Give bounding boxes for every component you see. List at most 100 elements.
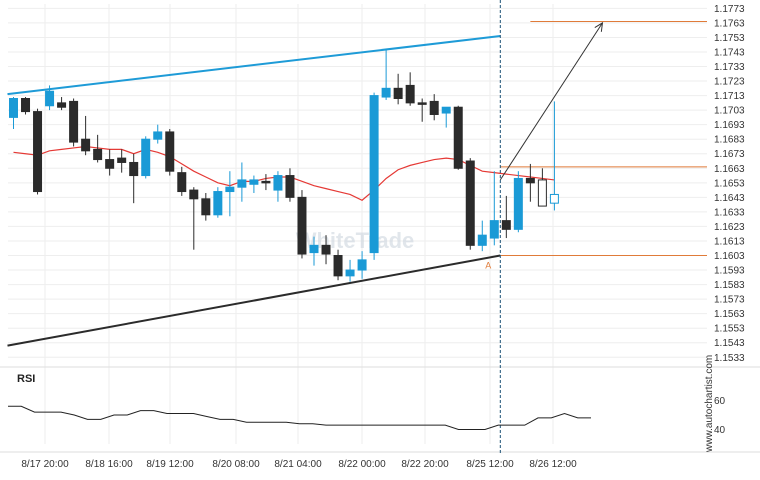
x-tick-label: 8/26 12:00 <box>529 459 577 470</box>
candle <box>201 192 211 221</box>
candle-body <box>225 186 235 193</box>
y-tick-label: 1.1573 <box>714 295 745 306</box>
y-tick-label: 1.1553 <box>714 324 745 335</box>
candle-body <box>261 180 271 184</box>
y-tick-label: 1.1723 <box>714 77 745 88</box>
y-tick-label: 1.1693 <box>714 120 745 131</box>
candle <box>345 259 355 282</box>
candle <box>513 171 523 233</box>
y-tick-label: 1.1703 <box>714 106 745 117</box>
y-tick-label: 1.1593 <box>714 266 745 277</box>
y-tick-label: 1.1743 <box>714 47 745 58</box>
candle <box>429 94 439 121</box>
candle-body <box>201 198 211 216</box>
candle-body <box>333 255 343 277</box>
candle-body <box>165 131 175 172</box>
price-plot: A <box>7 0 707 455</box>
candle-body <box>405 84 415 104</box>
trendline-lower <box>7 254 501 347</box>
candle-body <box>321 244 331 255</box>
candle-body <box>153 131 163 140</box>
moving-average-line <box>13 145 555 201</box>
candle <box>153 124 163 144</box>
candle-body <box>237 179 247 188</box>
y-tick-label: 1.1683 <box>714 135 745 146</box>
candle <box>9 97 18 130</box>
candle-body <box>45 90 55 107</box>
candle <box>177 166 187 196</box>
rsi-title: RSI <box>17 373 35 385</box>
y-tick-label: 1.1543 <box>714 338 745 349</box>
x-tick-label: 8/25 12:00 <box>466 459 514 470</box>
candle <box>213 187 223 218</box>
candle <box>297 190 307 259</box>
y-tick-label: 1.1713 <box>714 91 745 102</box>
candle-body <box>309 244 319 254</box>
candle <box>129 153 139 204</box>
x-tick-label: 8/19 12:00 <box>146 459 194 470</box>
candle <box>45 85 55 111</box>
candle <box>465 158 475 250</box>
candle <box>489 171 499 246</box>
candle-body <box>489 220 499 239</box>
candle-body <box>81 138 91 152</box>
y-tick-label: 1.1643 <box>714 193 745 204</box>
candle <box>105 149 115 176</box>
candle <box>57 97 67 111</box>
candle <box>69 98 79 147</box>
candle-body <box>117 157 127 163</box>
y-tick-label: 1.1673 <box>714 149 745 160</box>
candle-body <box>417 102 427 105</box>
candle-body <box>465 160 475 246</box>
candle-body <box>57 102 67 108</box>
candle-body <box>21 97 31 113</box>
candle-body <box>345 269 355 277</box>
candle <box>261 174 271 191</box>
candle-body <box>537 179 547 207</box>
candle-body <box>213 191 223 216</box>
axes: 1.1773 1.1763 1.1753 1.1743 1.1733 1.1723 1.17… <box>21 4 745 470</box>
y-tick-label: 1.1663 <box>714 164 745 175</box>
candle <box>549 101 559 211</box>
candle-body <box>9 97 18 118</box>
y-tick-label: 1.1613 <box>714 236 745 247</box>
y-tick-label: 1.1623 <box>714 222 745 233</box>
x-tick-label: 8/21 04:00 <box>274 459 322 470</box>
pattern-point-label: A <box>485 261 491 271</box>
source-text: www.autochartist.com <box>704 355 715 453</box>
candle <box>333 249 343 281</box>
y-tick-label: 1.1533 <box>714 353 745 364</box>
y-tick-label: 1.1583 <box>714 280 745 291</box>
candle <box>249 175 259 193</box>
candle-body <box>477 234 487 246</box>
candle <box>273 171 283 202</box>
candle-body <box>549 193 559 204</box>
candle <box>381 49 391 100</box>
candle-body <box>429 100 439 115</box>
candle-body <box>129 161 139 177</box>
candle-body <box>525 177 535 184</box>
candle-body <box>69 100 79 143</box>
x-tick-label: 8/20 08:00 <box>212 459 260 470</box>
candle <box>537 168 547 207</box>
candle <box>525 163 535 202</box>
candle <box>441 106 451 128</box>
candle-body <box>93 148 103 161</box>
y-tick-label: 1.1733 <box>714 62 745 73</box>
trendline-upper <box>7 34 501 96</box>
candle <box>21 97 31 115</box>
candle <box>417 98 427 122</box>
candle <box>285 168 295 202</box>
candle-body <box>273 175 283 191</box>
candle-body <box>513 177 523 230</box>
candle-body <box>33 111 43 193</box>
candle <box>237 162 247 202</box>
candle-body <box>249 179 259 185</box>
candle <box>321 235 331 265</box>
y-tick-label: 1.1773 <box>714 4 745 15</box>
y-tick-label: 1.1753 <box>714 33 745 44</box>
candle-body <box>393 87 403 99</box>
candle-body <box>189 189 199 200</box>
candle <box>225 171 235 217</box>
